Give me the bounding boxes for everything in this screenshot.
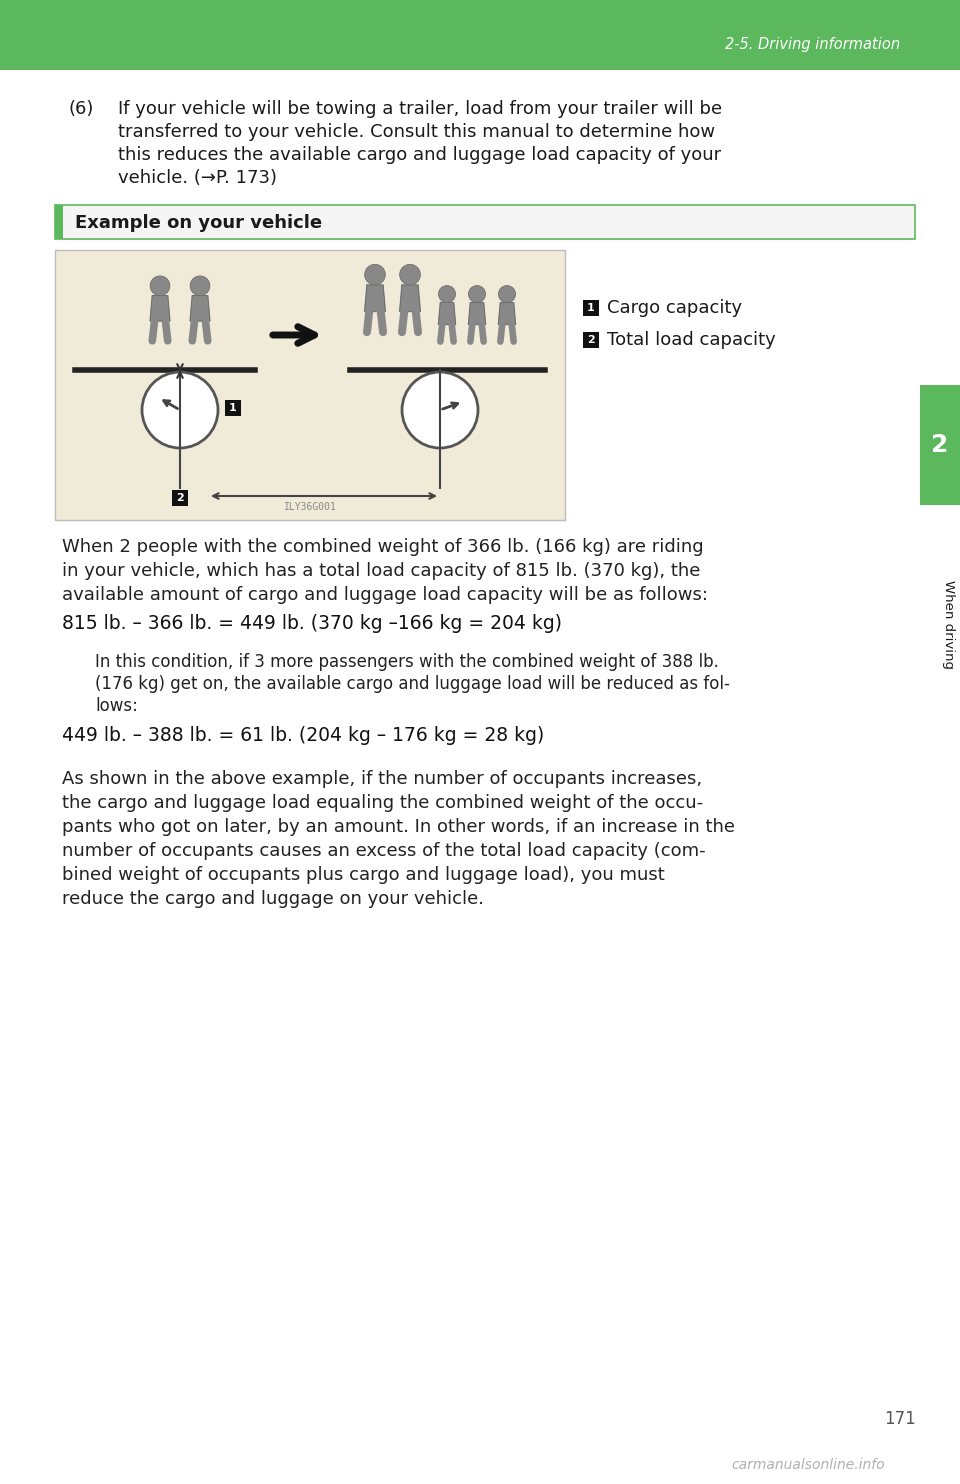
Polygon shape xyxy=(498,303,516,325)
Circle shape xyxy=(150,276,170,295)
Circle shape xyxy=(365,264,385,285)
Text: 171: 171 xyxy=(884,1410,916,1428)
Text: 2: 2 xyxy=(931,433,948,457)
Polygon shape xyxy=(399,285,420,312)
Bar xyxy=(920,384,960,505)
Polygon shape xyxy=(150,295,170,321)
Text: pants who got on later, by an amount. In other words, if an increase in the: pants who got on later, by an amount. In… xyxy=(62,818,735,835)
Text: bined weight of occupants plus cargo and luggage load), you must: bined weight of occupants plus cargo and… xyxy=(62,867,664,884)
Text: 1: 1 xyxy=(588,303,595,313)
Text: When 2 people with the combined weight of 366 lb. (166 kg) are riding: When 2 people with the combined weight o… xyxy=(62,539,704,556)
Text: When driving: When driving xyxy=(942,580,954,669)
Bar xyxy=(172,490,188,506)
Text: transferred to your vehicle. Consult this manual to determine how: transferred to your vehicle. Consult thi… xyxy=(118,123,715,141)
Text: this reduces the available cargo and luggage load capacity of your: this reduces the available cargo and lug… xyxy=(118,145,721,165)
Text: in your vehicle, which has a total load capacity of 815 lb. (370 kg), the: in your vehicle, which has a total load … xyxy=(62,562,701,580)
Polygon shape xyxy=(439,303,456,325)
Text: 1: 1 xyxy=(229,404,237,413)
Bar xyxy=(0,0,960,70)
Bar xyxy=(583,332,599,349)
Text: carmanualsonline.info: carmanualsonline.info xyxy=(732,1457,885,1472)
Text: available amount of cargo and luggage load capacity will be as follows:: available amount of cargo and luggage lo… xyxy=(62,586,708,604)
Text: As shown in the above example, if the number of occupants increases,: As shown in the above example, if the nu… xyxy=(62,770,702,788)
Text: Cargo capacity: Cargo capacity xyxy=(607,298,742,318)
Text: ILY36G001: ILY36G001 xyxy=(283,502,336,512)
Text: Example on your vehicle: Example on your vehicle xyxy=(75,214,323,232)
Bar xyxy=(55,205,63,239)
Bar xyxy=(583,300,599,316)
Text: 815 lb. – 366 lb. = 449 lb. (370 kg –166 kg = 204 kg): 815 lb. – 366 lb. = 449 lb. (370 kg –166… xyxy=(62,614,562,634)
Text: 2-5. Driving information: 2-5. Driving information xyxy=(725,37,900,52)
Polygon shape xyxy=(365,285,385,312)
Text: vehicle. (→P. 173): vehicle. (→P. 173) xyxy=(118,169,277,187)
Bar xyxy=(225,401,241,416)
Text: 2: 2 xyxy=(176,493,184,503)
Circle shape xyxy=(468,285,486,303)
Text: Total load capacity: Total load capacity xyxy=(607,331,776,349)
Circle shape xyxy=(439,285,456,303)
Text: In this condition, if 3 more passengers with the combined weight of 388 lb.: In this condition, if 3 more passengers … xyxy=(95,653,719,671)
Circle shape xyxy=(498,285,516,303)
Text: (176 kg) get on, the available cargo and luggage load will be reduced as fol-: (176 kg) get on, the available cargo and… xyxy=(95,675,730,693)
Circle shape xyxy=(402,372,478,448)
Text: lows:: lows: xyxy=(95,697,138,715)
Text: If your vehicle will be towing a trailer, load from your trailer will be: If your vehicle will be towing a trailer… xyxy=(118,99,722,119)
Text: 449 lb. – 388 lb. = 61 lb. (204 kg – 176 kg = 28 kg): 449 lb. – 388 lb. = 61 lb. (204 kg – 176… xyxy=(62,726,544,745)
Circle shape xyxy=(190,276,210,295)
Circle shape xyxy=(142,372,218,448)
Text: (6): (6) xyxy=(68,99,93,119)
Text: number of occupants causes an excess of the total load capacity (com-: number of occupants causes an excess of … xyxy=(62,841,706,861)
Polygon shape xyxy=(190,295,210,321)
Bar xyxy=(55,249,565,519)
Circle shape xyxy=(399,264,420,285)
Bar xyxy=(55,205,915,239)
Text: the cargo and luggage load equaling the combined weight of the occu-: the cargo and luggage load equaling the … xyxy=(62,794,703,812)
Text: 2: 2 xyxy=(588,335,595,344)
Polygon shape xyxy=(468,303,486,325)
Text: reduce the cargo and luggage on your vehicle.: reduce the cargo and luggage on your veh… xyxy=(62,890,484,908)
